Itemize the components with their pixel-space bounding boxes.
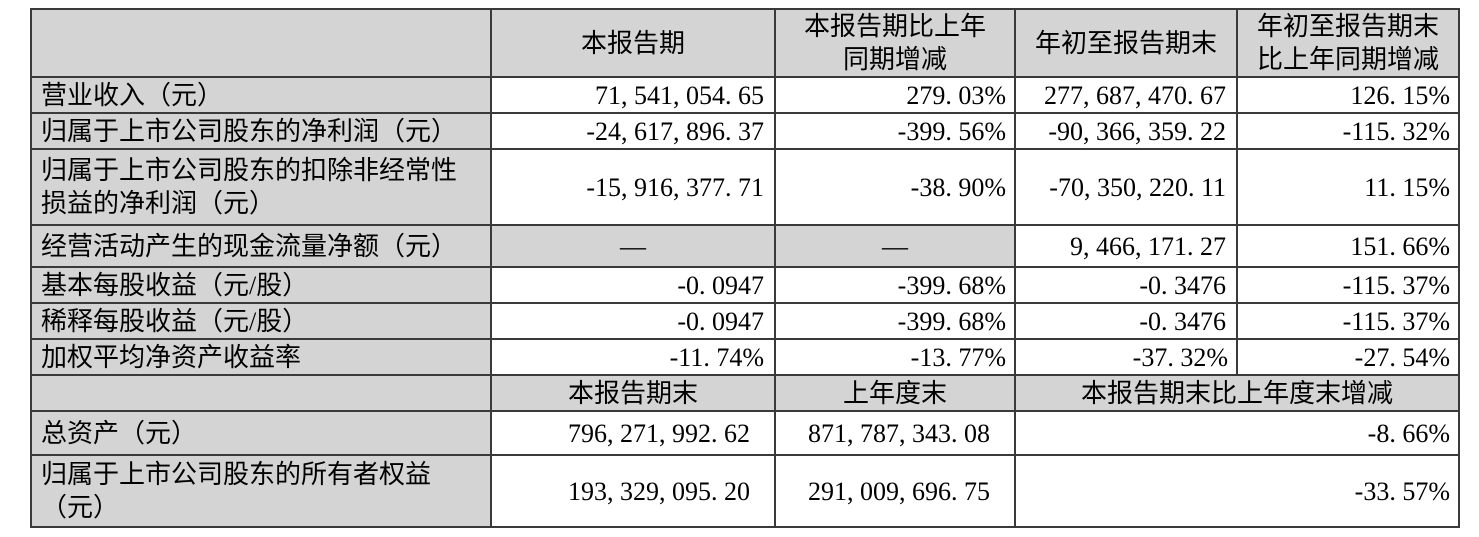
value-period-end: 796, 271, 992. 62 xyxy=(490,410,776,456)
table-row-diluted-eps: 稀释每股收益（元/股） -0. 0947 -399. 68% -0. 3476 … xyxy=(30,302,1460,340)
table-row-basic-eps: 基本每股收益（元/股） -0. 0947 -399. 68% -0. 3476 … xyxy=(30,266,1460,304)
table-row-net-profit: 归属于上市公司股东的净利润（元） -24, 617, 896. 37 -399.… xyxy=(30,112,1460,150)
value-current-period-yoy: -13. 77% xyxy=(774,338,1016,376)
value-ytd-yoy: -27. 54% xyxy=(1236,338,1460,376)
metric-label-line2: （元） xyxy=(41,493,120,522)
table-row-operating-cash-flow: 经营活动产生的现金流量净额（元） — — 9, 466, 171. 27 151… xyxy=(30,224,1460,268)
value-ytd: -37. 32% xyxy=(1014,338,1238,376)
subheader-period-end: 本报告期末 xyxy=(490,374,776,412)
header-current-period-yoy-line2: 同期增减 xyxy=(842,45,947,74)
value-current-period: -24, 617, 896. 37 xyxy=(490,112,776,150)
metric-label: 总资产（元） xyxy=(30,410,492,456)
value-current-period-yoy: -399. 68% xyxy=(774,266,1016,304)
value-change: -33. 57% xyxy=(1014,454,1460,528)
value-ytd-yoy: 126. 15% xyxy=(1236,76,1460,114)
value-ytd-yoy: -115. 37% xyxy=(1236,266,1460,304)
header-current-period: 本报告期 xyxy=(490,8,776,78)
value-current-period: 71, 541, 054. 65 xyxy=(490,76,776,114)
value-ytd: 9, 466, 171. 27 xyxy=(1014,224,1238,268)
value-ytd-yoy: -115. 37% xyxy=(1236,302,1460,340)
value-ytd-yoy: 11. 15% xyxy=(1236,148,1460,226)
metric-label-line1: 归属于上市公司股东的扣除非经常性 xyxy=(41,156,458,185)
value-current-period-yoy: -38. 90% xyxy=(774,148,1016,226)
metric-label: 归属于上市公司股东的净利润（元） xyxy=(30,112,492,150)
header-ytd-yoy: 年初至报告期末 比上年同期增减 xyxy=(1236,8,1460,78)
metric-label-line1: 归属于上市公司股东的所有者权益 xyxy=(41,460,432,489)
subheader-prev-year-end: 上年度末 xyxy=(774,374,1016,412)
metric-label: 加权平均净资产收益率 xyxy=(30,338,492,376)
financial-summary-table: 本报告期 本报告期比上年 同期增减 年初至报告期末 年初至报告期末 比上年同期增… xyxy=(30,8,1460,528)
value-ytd: -0. 3476 xyxy=(1014,302,1238,340)
value-current-period-yoy: — xyxy=(774,224,1016,268)
metric-label: 稀释每股收益（元/股） xyxy=(30,302,492,340)
value-current-period-yoy: 279. 03% xyxy=(774,76,1016,114)
value-current-period: -15, 916, 377. 71 xyxy=(490,148,776,226)
metric-label-line2: 损益的净利润（元） xyxy=(41,189,276,218)
header-ytd: 年初至报告期末 xyxy=(1014,8,1238,78)
header-row: 本报告期 本报告期比上年 同期增减 年初至报告期末 年初至报告期末 比上年同期增… xyxy=(30,8,1460,78)
value-prev-year-end: 871, 787, 343. 08 xyxy=(774,410,1016,456)
value-change: -8. 66% xyxy=(1014,410,1460,456)
value-current-period-yoy: -399. 56% xyxy=(774,112,1016,150)
table-row-revenue: 营业收入（元） 71, 541, 054. 65 279. 03% 277, 6… xyxy=(30,76,1460,114)
table-row-weighted-avg-roe: 加权平均净资产收益率 -11. 74% -13. 77% -37. 32% -2… xyxy=(30,338,1460,376)
value-ytd: -70, 350, 220. 11 xyxy=(1014,148,1238,226)
subheader-row: 本报告期末 上年度末 本报告期末比上年度末增减 xyxy=(30,374,1460,412)
value-current-period: -0. 0947 xyxy=(490,302,776,340)
subheader-period-end-vs-prev-year-end: 本报告期末比上年度末增减 xyxy=(1014,374,1460,412)
value-ytd-yoy: 151. 66% xyxy=(1236,224,1460,268)
value-prev-year-end: 291, 009, 696. 75 xyxy=(774,454,1016,528)
value-current-period: — xyxy=(490,224,776,268)
table-row-total-assets: 总资产（元） 796, 271, 992. 62 871, 787, 343. … xyxy=(30,410,1460,456)
value-current-period: -11. 74% xyxy=(490,338,776,376)
metric-label: 经营活动产生的现金流量净额（元） xyxy=(30,224,492,268)
metric-label: 基本每股收益（元/股） xyxy=(30,266,492,304)
metric-label: 归属于上市公司股东的扣除非经常性 损益的净利润（元） xyxy=(30,148,492,226)
value-ytd: -0. 3476 xyxy=(1014,266,1238,304)
header-current-period-yoy-line1: 本报告期比上年 xyxy=(803,12,986,41)
subheader-corner-cell xyxy=(30,374,492,412)
table-row-owners-equity: 归属于上市公司股东的所有者权益 （元） 193, 329, 095. 20 29… xyxy=(30,454,1460,528)
value-period-end: 193, 329, 095. 20 xyxy=(490,454,776,528)
header-ytd-yoy-line1: 年初至报告期末 xyxy=(1256,12,1439,41)
header-ytd-yoy-line2: 比上年同期增减 xyxy=(1256,45,1439,74)
value-ytd-yoy: -115. 32% xyxy=(1236,112,1460,150)
value-current-period-yoy: -399. 68% xyxy=(774,302,1016,340)
header-corner-cell xyxy=(30,8,492,78)
table-row-net-profit-excl-nonrecurring: 归属于上市公司股东的扣除非经常性 损益的净利润（元） -15, 916, 377… xyxy=(30,148,1460,226)
value-ytd: 277, 687, 470. 67 xyxy=(1014,76,1238,114)
value-ytd: -90, 366, 359. 22 xyxy=(1014,112,1238,150)
value-current-period: -0. 0947 xyxy=(490,266,776,304)
metric-label: 归属于上市公司股东的所有者权益 （元） xyxy=(30,454,492,528)
metric-label: 营业收入（元） xyxy=(30,76,492,114)
header-current-period-yoy: 本报告期比上年 同期增减 xyxy=(774,8,1016,78)
